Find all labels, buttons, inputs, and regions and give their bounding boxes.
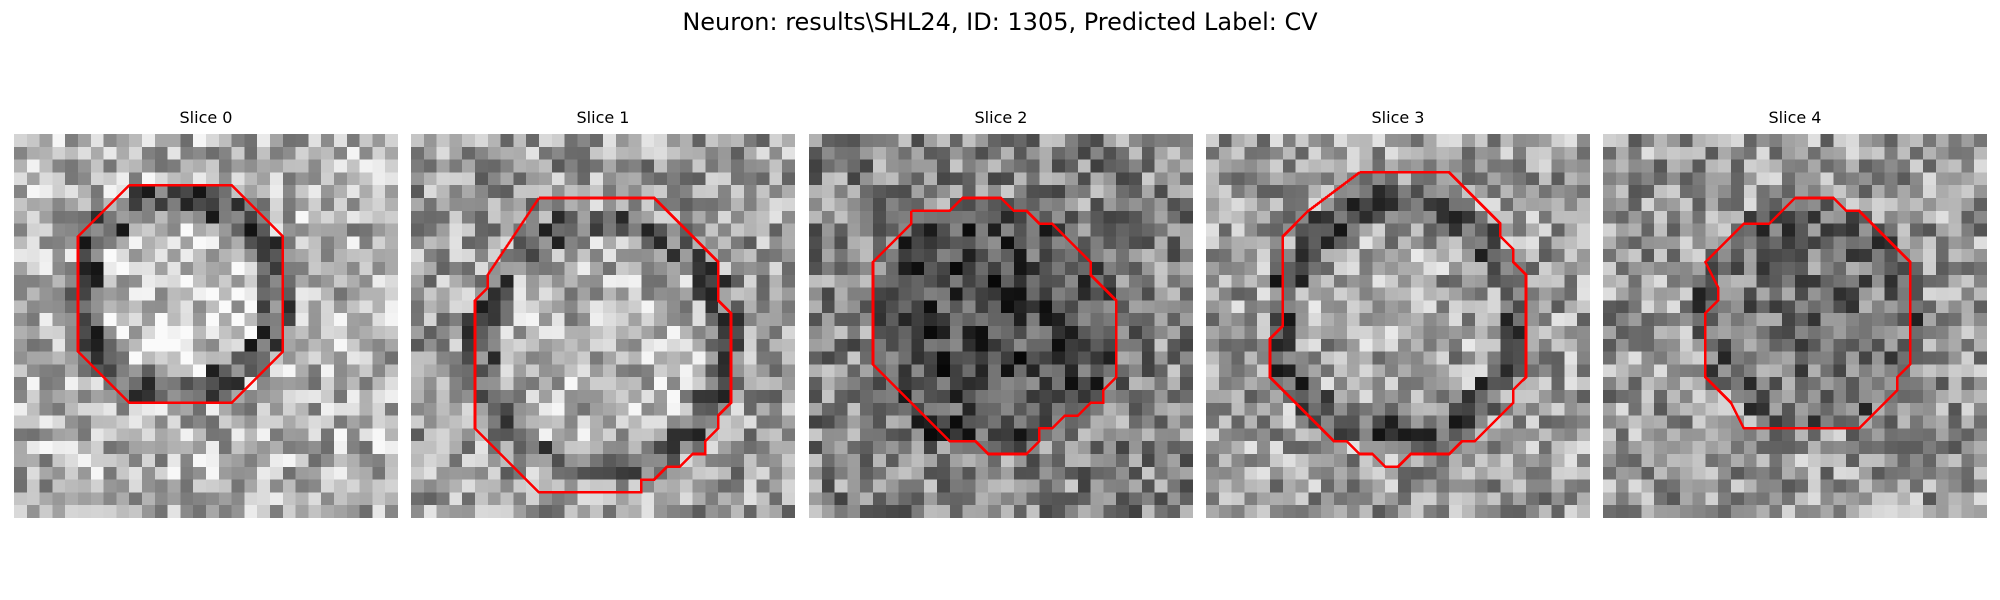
slice-panel-4: Slice 4: [1603, 108, 1987, 518]
figure-title: Neuron: results\SHL24, ID: 1305, Predict…: [682, 8, 1318, 36]
slice-title-2: Slice 2: [974, 108, 1028, 127]
neuron-contour-1: [473, 196, 733, 494]
slice-pixels-0: [14, 134, 398, 518]
neuron-contour-4: [1703, 196, 1912, 430]
slice-panel-2: Slice 2: [809, 108, 1193, 518]
slice-pixels-3: [1206, 134, 1590, 518]
neuron-contour-0: [76, 183, 285, 405]
slice-pixels-2: [809, 134, 1193, 518]
slice-panel-0: Slice 0: [14, 108, 398, 518]
slice-panel-3: Slice 3: [1206, 108, 1590, 518]
slice-image-3: [1206, 134, 1590, 518]
slice-panel-1: Slice 1: [411, 108, 795, 518]
neuron-contour-2: [871, 196, 1118, 456]
neuron-contour-3: [1268, 171, 1528, 469]
slice-image-1: [411, 134, 795, 518]
slice-image-0: [14, 134, 398, 518]
slice-pixels-4: [1603, 134, 1987, 518]
slice-title-1: Slice 1: [576, 108, 630, 127]
slice-image-4: [1603, 134, 1987, 518]
slice-title-4: Slice 4: [1768, 108, 1822, 127]
slice-image-2: [809, 134, 1193, 518]
slice-title-3: Slice 3: [1371, 108, 1425, 127]
slice-pixels-1: [411, 134, 795, 518]
slice-title-0: Slice 0: [179, 108, 233, 127]
